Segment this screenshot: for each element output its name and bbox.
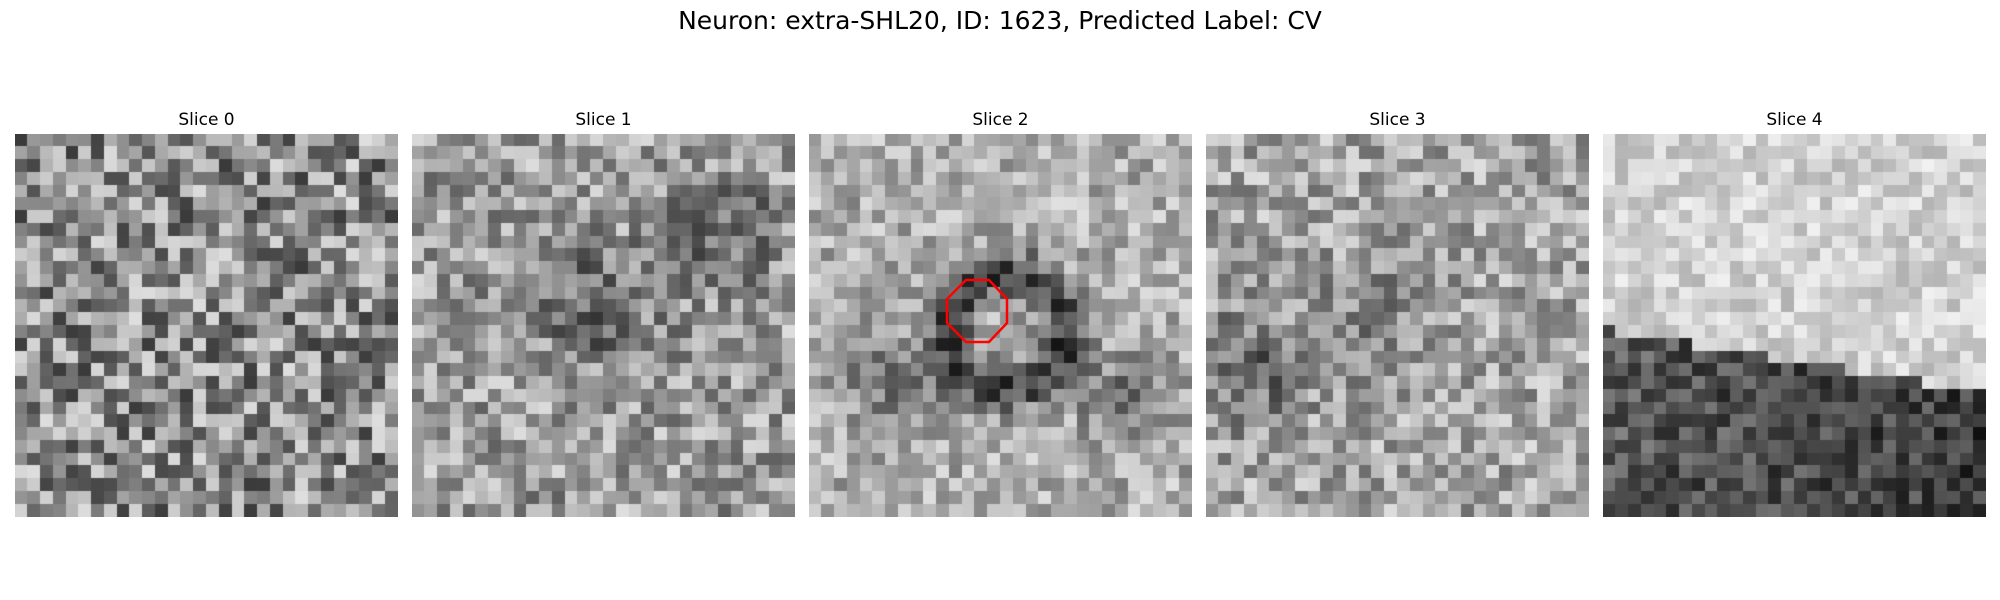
roi-octagon-outline: [945, 278, 1009, 344]
slice-image-wrapper-2: [809, 134, 1192, 517]
slice-image-3: [1206, 134, 1589, 517]
slice-title-0: Slice 0: [178, 110, 235, 130]
slice-image-2: [809, 134, 1192, 517]
slice-panel-2: Slice 2: [809, 108, 1192, 517]
slice-title-3: Slice 3: [1369, 110, 1426, 130]
slice-panel-4: Slice 4: [1603, 108, 1986, 517]
slice-title-1: Slice 1: [575, 110, 632, 130]
roi-overlay: [945, 278, 1009, 344]
slice-image-1: [412, 134, 795, 517]
slice-image-4: [1603, 134, 1986, 517]
slice-panel-3: Slice 3: [1206, 108, 1589, 517]
figure-title: Neuron: extra-SHL20, ID: 1623, Predicted…: [678, 6, 1322, 35]
slice-panel-0: Slice 0: [15, 108, 398, 517]
slice-title-4: Slice 4: [1766, 110, 1823, 130]
slice-title-2: Slice 2: [972, 110, 1029, 130]
slice-image-0: [15, 134, 398, 517]
slice-panel-1: Slice 1: [412, 108, 795, 517]
